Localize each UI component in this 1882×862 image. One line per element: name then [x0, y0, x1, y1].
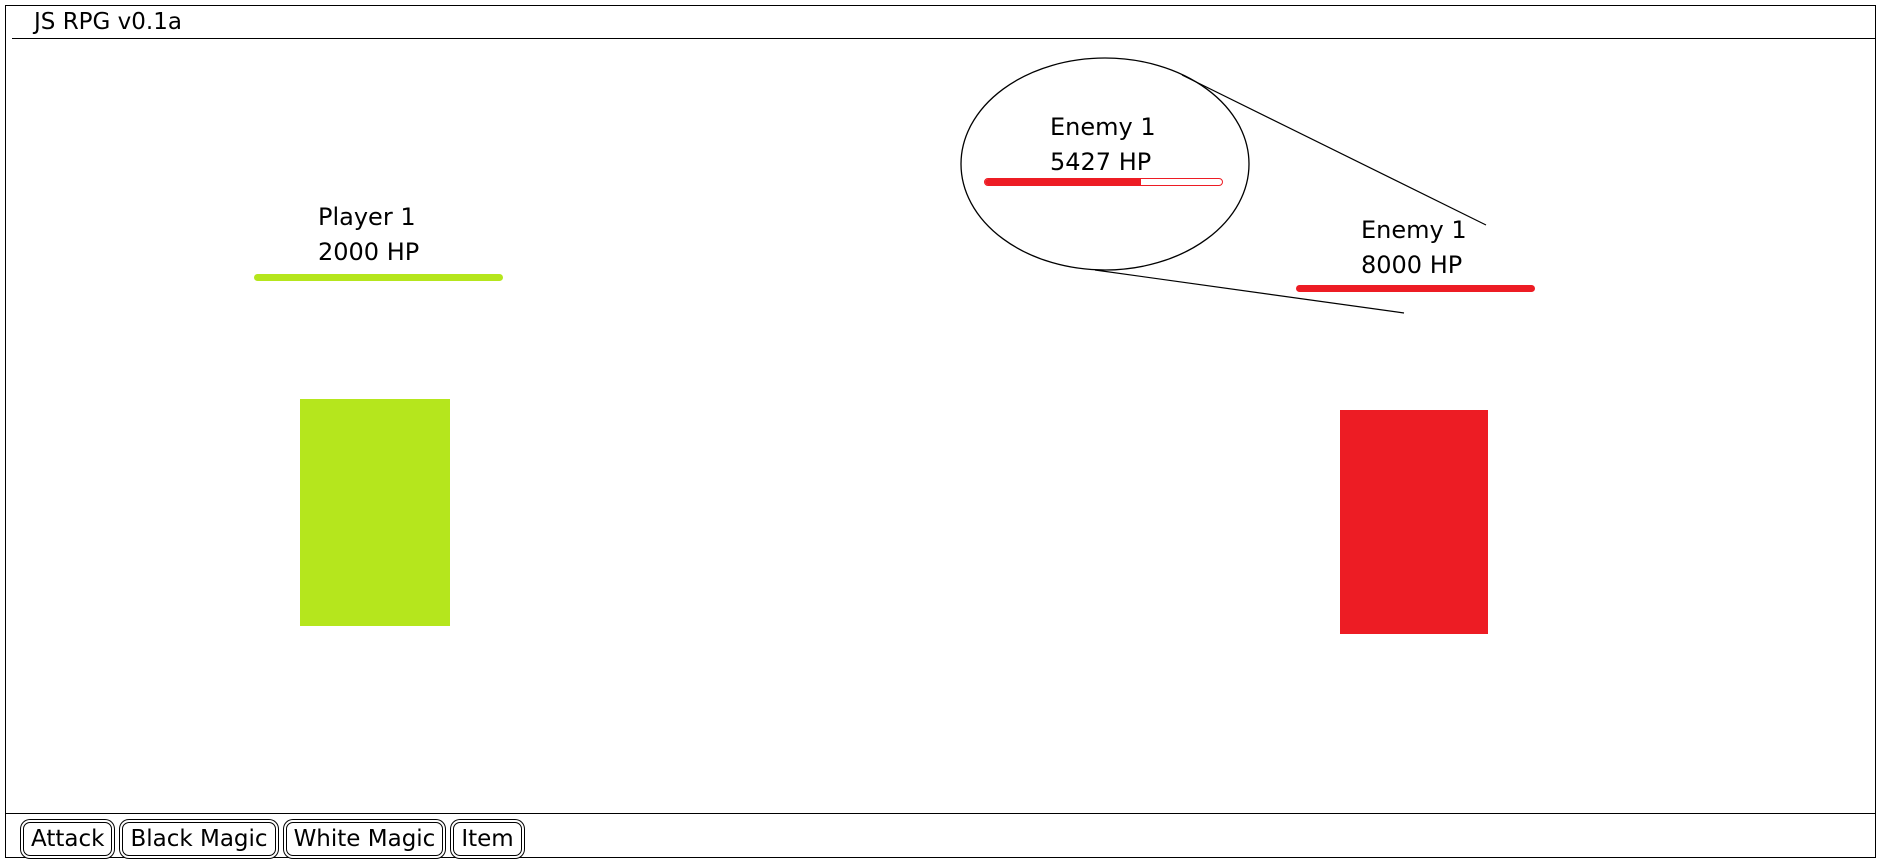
- black-magic-button[interactable]: Black Magic: [122, 822, 276, 856]
- player-sprite[interactable]: [300, 399, 450, 626]
- attack-button[interactable]: Attack: [23, 822, 113, 856]
- player-name: Player 1: [318, 203, 416, 231]
- white-magic-button[interactable]: White Magic: [285, 822, 444, 856]
- enemy-hp-fill: [1296, 285, 1535, 292]
- callout-hp-fill: [985, 179, 1142, 185]
- command-bar: Attack Black Magic White Magic Item: [5, 813, 1876, 858]
- callout-enemy-name: Enemy 1: [1050, 113, 1156, 141]
- callout-label: Enemy 1 5427 HP: [1050, 110, 1156, 180]
- player-label: Player 1 2000 HP: [318, 200, 419, 270]
- command-list: Attack Black Magic White Magic Item: [20, 820, 525, 858]
- callout-hp-bar: [984, 178, 1223, 186]
- callout-enemy-hp-text: 5427 HP: [1050, 148, 1152, 176]
- player-hp-fill: [254, 274, 503, 281]
- window-title: JS RPG v0.1a: [34, 9, 182, 35]
- game-window: [5, 5, 1876, 858]
- enemy-label: Enemy 1 8000 HP: [1361, 213, 1467, 283]
- player-hp-text: 2000 HP: [318, 238, 420, 266]
- enemy-sprite[interactable]: [1340, 410, 1488, 634]
- title-bar: JS RPG v0.1a: [12, 6, 1875, 39]
- item-button[interactable]: Item: [453, 822, 522, 856]
- enemy-hp-bar: [1296, 285, 1535, 292]
- enemy-name: Enemy 1: [1361, 216, 1467, 244]
- enemy-hp-text: 8000 HP: [1361, 251, 1463, 279]
- player-hp-bar: [254, 274, 503, 281]
